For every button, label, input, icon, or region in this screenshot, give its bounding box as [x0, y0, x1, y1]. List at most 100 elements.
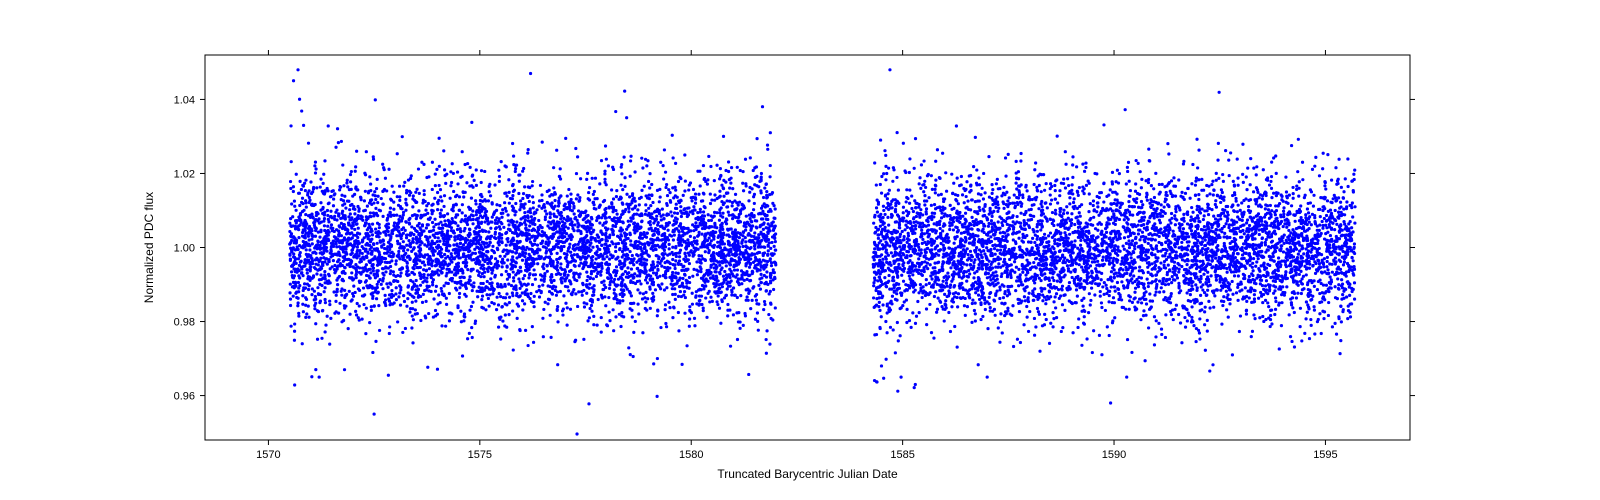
data-point: [774, 240, 777, 243]
data-point: [746, 257, 749, 260]
data-point: [409, 279, 412, 282]
data-point: [549, 213, 552, 216]
data-point: [698, 231, 701, 234]
data-point: [412, 248, 415, 251]
data-point: [719, 226, 722, 229]
data-point: [424, 315, 427, 318]
data-point: [763, 303, 766, 306]
data-point: [728, 200, 731, 203]
data-point: [368, 238, 371, 241]
data-point: [591, 177, 594, 180]
data-point: [466, 162, 469, 165]
data-point: [312, 186, 315, 189]
data-point: [580, 210, 583, 213]
data-point: [350, 231, 353, 234]
data-point: [607, 296, 610, 299]
data-point: [490, 272, 493, 275]
data-point: [724, 258, 727, 261]
data-point: [623, 90, 626, 93]
data-point: [330, 223, 333, 226]
data-point: [556, 309, 559, 312]
data-point: [359, 196, 362, 199]
data-point: [306, 259, 309, 262]
data-point: [622, 272, 625, 275]
data-point: [327, 201, 330, 204]
data-point: [464, 265, 467, 268]
data-point: [474, 320, 477, 323]
data-point: [326, 225, 329, 228]
data-point: [520, 284, 523, 287]
data-point: [545, 212, 548, 215]
data-point: [408, 310, 411, 313]
data-point: [671, 287, 674, 290]
data-point: [289, 180, 292, 183]
data-point: [770, 241, 773, 244]
data-point: [760, 176, 763, 179]
data-point: [691, 303, 694, 306]
data-point: [508, 273, 511, 276]
data-point: [475, 209, 478, 212]
data-point: [370, 309, 373, 312]
data-point: [639, 291, 642, 294]
data-point: [446, 255, 449, 258]
data-point: [765, 190, 768, 193]
data-point: [476, 217, 479, 220]
data-point: [325, 230, 328, 233]
data-point: [595, 219, 598, 222]
data-point: [337, 141, 340, 144]
data-point: [616, 256, 619, 259]
data-point: [550, 264, 553, 267]
data-point: [759, 261, 762, 264]
data-point: [490, 268, 493, 271]
data-point: [626, 266, 629, 269]
data-point: [548, 248, 551, 251]
data-point: [457, 245, 460, 248]
data-point: [445, 303, 448, 306]
data-point: [713, 214, 716, 217]
data-point: [323, 217, 326, 220]
data-point: [354, 165, 357, 168]
data-point: [390, 289, 393, 292]
data-point: [545, 264, 548, 267]
data-point: [340, 320, 343, 323]
data-point: [475, 260, 478, 263]
data-point: [440, 324, 443, 327]
data-point: [412, 318, 415, 321]
data-point: [621, 240, 624, 243]
data-point: [600, 244, 603, 247]
data-point: [389, 207, 392, 210]
data-point: [674, 245, 677, 248]
data-point: [347, 200, 350, 203]
data-point: [349, 242, 352, 245]
data-point: [629, 203, 632, 206]
data-point: [404, 209, 407, 212]
data-point: [753, 231, 756, 234]
data-point: [434, 223, 437, 226]
data-point: [715, 300, 718, 303]
data-point: [718, 307, 721, 310]
data-point: [350, 170, 353, 173]
data-point: [748, 233, 751, 236]
data-point: [671, 246, 674, 249]
data-point: [650, 183, 653, 186]
data-point: [473, 231, 476, 234]
data-point: [654, 227, 657, 230]
data-point: [387, 168, 390, 171]
data-point: [527, 344, 530, 347]
data-point: [732, 265, 735, 268]
data-point: [714, 231, 717, 234]
data-point: [414, 313, 417, 316]
data-point: [704, 259, 707, 262]
data-point: [448, 312, 451, 315]
data-point: [314, 298, 317, 301]
data-point: [630, 294, 633, 297]
data-point: [769, 164, 772, 167]
data-point: [665, 286, 668, 289]
data-point: [659, 161, 662, 164]
data-point: [500, 216, 503, 219]
data-point: [481, 200, 484, 203]
data-point: [440, 208, 443, 211]
data-point: [517, 277, 520, 280]
data-point: [365, 255, 368, 258]
data-point: [741, 234, 744, 237]
